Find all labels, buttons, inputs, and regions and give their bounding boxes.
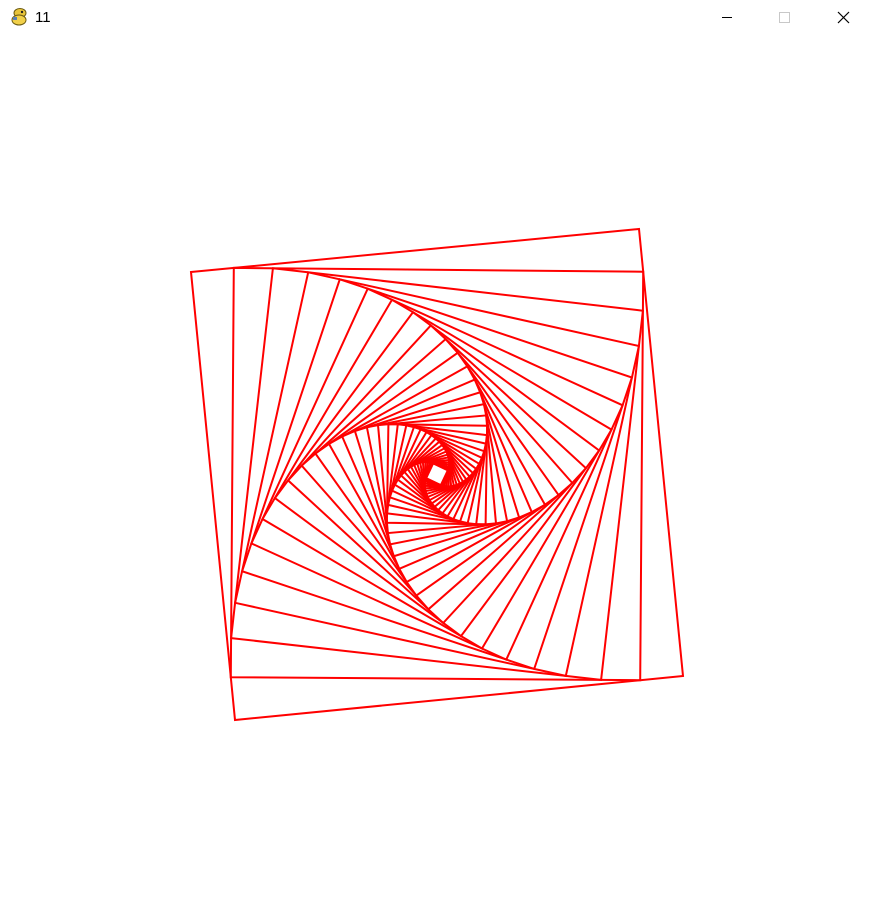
minimize-icon xyxy=(722,17,732,18)
spiral-square xyxy=(240,278,634,671)
spiral-square xyxy=(353,391,521,558)
maximize-icon xyxy=(779,12,790,23)
spiral-square xyxy=(388,425,486,523)
spiral-square xyxy=(424,462,450,487)
spiral-square xyxy=(286,323,588,625)
close-icon xyxy=(837,11,850,24)
window-title: 11 xyxy=(35,9,51,26)
maximize-button[interactable] xyxy=(756,0,814,34)
spiral-square xyxy=(229,267,645,682)
python-snake-icon xyxy=(10,7,30,27)
spiral-square xyxy=(250,287,624,661)
spiral-square xyxy=(273,310,601,638)
title-bar[interactable]: 11 xyxy=(0,0,871,34)
close-button[interactable] xyxy=(814,0,871,34)
spiral-square xyxy=(402,440,472,509)
spiral-square xyxy=(385,423,489,526)
spiral-square xyxy=(300,337,574,611)
spiral-square xyxy=(376,414,498,535)
spiral-square xyxy=(314,351,560,597)
spiral-square xyxy=(390,428,484,521)
spiral-square xyxy=(386,424,488,525)
spiral-square xyxy=(385,423,489,526)
spiral-square xyxy=(396,433,478,515)
minimize-button[interactable] xyxy=(698,0,756,34)
spiral-square xyxy=(233,271,641,678)
drawing-canvas xyxy=(189,227,685,722)
spiral-square xyxy=(393,430,481,518)
spiral-square xyxy=(261,298,613,650)
spiral-square xyxy=(327,365,547,584)
spiral-square xyxy=(399,436,475,512)
spiral-square xyxy=(229,266,645,682)
spiral-square xyxy=(365,403,509,546)
spiral-square xyxy=(189,227,685,722)
spiral-square xyxy=(406,443,468,505)
spiral-square xyxy=(340,378,534,571)
